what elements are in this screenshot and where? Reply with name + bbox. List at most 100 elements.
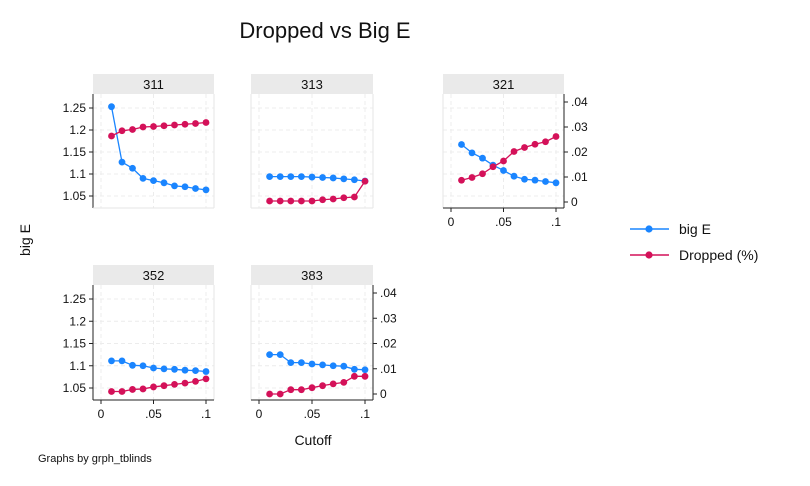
point-big-e [192,185,199,192]
point-dropped [531,140,539,148]
y-tick-label-left: 1.25 [63,101,87,115]
point-big-e [202,186,210,194]
y-tick-label-left: 1.15 [63,337,87,351]
series-line-dropped [461,135,557,181]
point-dropped [489,163,497,171]
y-tick-label-right: 0 [571,195,578,209]
point-dropped [479,170,486,178]
point-dropped [542,138,549,146]
point-big-e [118,357,126,365]
point-big-e [276,173,284,181]
point-big-e [351,365,358,373]
series-line-dropped [111,121,207,137]
point-dropped [266,197,273,205]
series-big-e [108,357,210,375]
point-dropped [129,386,136,393]
x-axis-title: Cutoff [294,432,331,448]
series-dropped [458,133,560,184]
point-dropped [340,194,348,202]
point-dropped [181,379,189,387]
point-dropped [361,177,369,185]
y-tick-label-right: .03 [380,311,397,325]
point-dropped [276,197,284,205]
point-dropped [458,176,465,184]
point-big-e [202,368,210,375]
point-dropped [361,372,369,380]
series-line-big-e [110,106,207,191]
point-big-e [150,364,157,372]
point-big-e [129,164,136,172]
y-tick-label-right: .02 [571,145,588,159]
y-tick-label-right: .02 [380,337,397,351]
point-dropped [108,388,115,395]
y-tick-label-left: 1.2 [69,123,86,137]
point-big-e [308,173,316,181]
point-big-e [479,154,486,162]
gridlines [251,94,373,208]
point-big-e [298,359,305,367]
y-tick-label-left: 1.1 [69,167,86,181]
point-dropped [308,384,316,392]
panel-352: 352 1.05 1.1 1.15 1.2 1.25 0 .05 .1 [63,265,215,421]
point-dropped [192,120,199,127]
point-dropped [108,132,115,140]
point-big-e [468,149,476,157]
point-big-e [500,167,507,174]
point-big-e [181,183,189,191]
point-big-e [192,367,199,375]
x-tick-label: .05 [495,215,512,229]
point-big-e [319,174,326,181]
point-big-e [181,366,189,374]
strip-label: 352 [143,268,165,283]
point-big-e [458,141,465,148]
point-big-e [542,178,549,185]
y-tick-label-right: .01 [380,362,397,376]
point-dropped [351,372,358,380]
panel-321: 321 0 .01 .02 .03 .04 0 .05 .1 [442,74,588,229]
point-big-e [298,173,305,181]
x-tick-label: .05 [145,407,162,421]
y-tick-label-left: 1.1 [69,359,86,373]
point-big-e [139,175,147,182]
point-big-e [319,361,326,369]
series-dropped [108,375,210,395]
point-big-e [160,179,168,187]
strip-bg [93,265,214,285]
point-dropped [139,123,147,131]
gridlines [93,285,214,400]
point-big-e [340,362,348,370]
point-dropped [500,157,507,165]
by-note: Graphs by grph_tblinds [38,453,152,465]
point-dropped [171,381,178,388]
legend-item: big E [630,221,711,237]
gridlines [251,285,373,400]
series-dropped [266,372,369,398]
point-dropped [202,375,210,383]
strip-bg [251,265,373,285]
point-dropped [319,196,326,204]
point-dropped [181,120,189,128]
point-big-e [266,173,273,181]
panel-313: 313 [250,74,374,209]
point-big-e [351,176,358,184]
y-tick-label-left: 1.05 [63,189,87,203]
point-dropped [266,390,273,398]
point-dropped [521,144,528,151]
point-big-e [171,182,178,190]
panel-383: 383 0 .01 .02 .03 .04 0 .05 .1 [250,265,397,421]
y-tick-label-left: 1.25 [63,292,87,306]
point-dropped [118,388,126,395]
y-tick-label-right: 0 [380,387,387,401]
point-dropped [171,121,178,129]
series-big-e [266,351,369,374]
point-dropped [129,126,136,133]
series-line-dropped [111,378,207,393]
point-dropped [298,386,305,394]
y-tick-label-right: .04 [571,95,588,109]
point-dropped [150,383,157,391]
legend-label: Dropped (%) [679,247,758,263]
series-line-dropped [269,375,365,395]
point-dropped [287,386,295,394]
point-dropped [510,148,518,155]
point-big-e [510,172,518,180]
